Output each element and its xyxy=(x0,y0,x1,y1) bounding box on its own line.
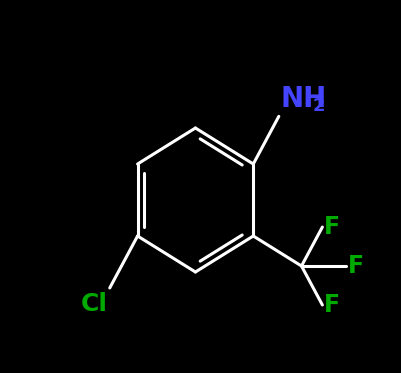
Text: F: F xyxy=(347,254,363,278)
Text: 2: 2 xyxy=(312,97,324,115)
Text: F: F xyxy=(324,215,340,239)
Text: NH: NH xyxy=(280,85,326,113)
Text: Cl: Cl xyxy=(81,292,107,316)
Text: F: F xyxy=(324,293,340,317)
